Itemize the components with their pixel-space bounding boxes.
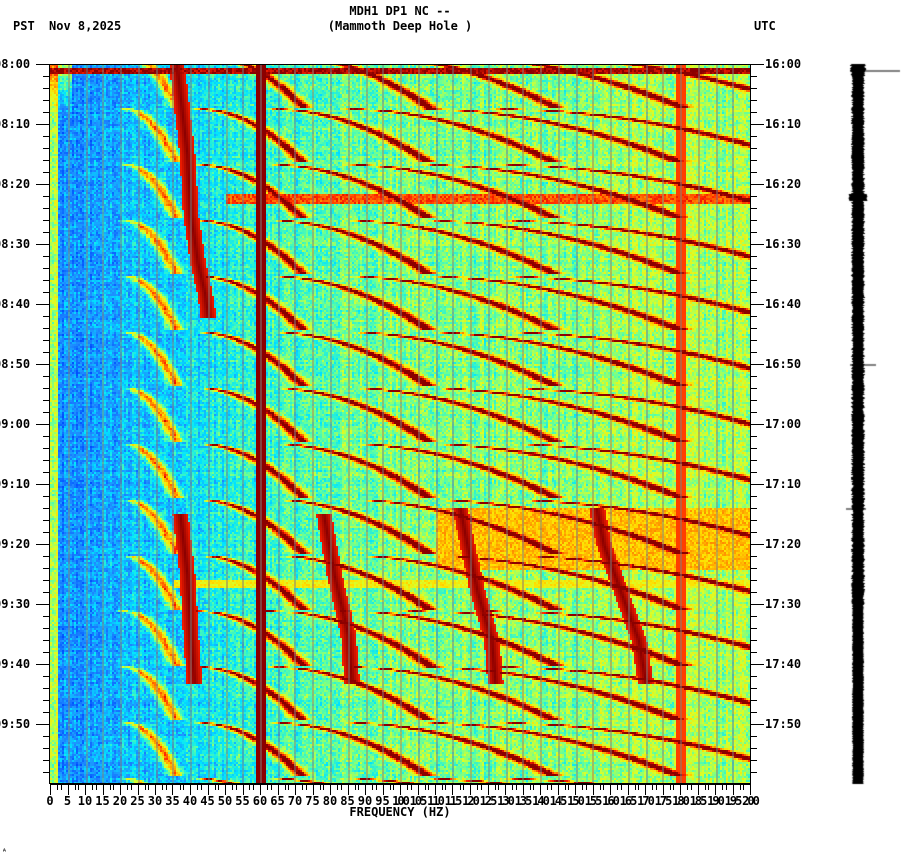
x-tick-label: 130 [497, 794, 515, 808]
y-tick-label-right: 16:10 [765, 117, 802, 131]
x-tick-label: 170 [637, 794, 655, 808]
x-tick-label: 150 [567, 794, 585, 808]
x-tick-label: 10 [77, 794, 93, 808]
y-tick-label-left: 09:40 [0, 657, 31, 671]
left-timezone-label: PST [13, 19, 35, 33]
x-tick-label: 135 [514, 794, 533, 808]
y-tick-label-right: 17:50 [765, 717, 802, 731]
x-tick-label: 0 [46, 794, 54, 808]
station-name: (Mammoth Deep Hole ) [327, 19, 473, 33]
right-timezone-label: UTC [754, 19, 776, 33]
y-tick-label-right: 17:10 [765, 477, 802, 491]
y-tick-label-right: 17:40 [765, 657, 802, 671]
y-tick-label-left: 09:00 [0, 417, 31, 431]
y-tick-label-right: 17:30 [765, 597, 802, 611]
y-tick-label-left: 08:30 [0, 237, 31, 251]
y-tick-label-left: 08:10 [0, 117, 31, 131]
y-tick-label-left: 09:30 [0, 597, 31, 611]
y-tick-label-left: 08:00 [0, 57, 31, 71]
y-tick-label-left: 09:20 [0, 537, 31, 551]
x-tick-label: 5 [63, 794, 72, 808]
x-tick-label: 180 [672, 794, 690, 808]
date-label: Nov 8,2025 [49, 19, 122, 33]
x-tick-label: 45 [200, 794, 215, 808]
y-tick-label-left: 08:20 [0, 177, 31, 191]
x-tick-label: 120 [462, 794, 480, 808]
x-tick-label: 200 [742, 794, 760, 808]
x-tick-label: 75 [305, 794, 320, 808]
x-tick-label: 40 [182, 794, 198, 808]
y-tick-label-left: 09:10 [0, 477, 31, 491]
x-tick-label: 90 [357, 794, 373, 808]
x-tick-label: 70 [287, 794, 303, 808]
x-tick-label: 50 [217, 794, 233, 808]
y-tick-label-left: 08:40 [0, 297, 31, 311]
station-line: MDH1 DP1 NC -- [349, 4, 451, 18]
x-tick-label: 195 [724, 794, 743, 808]
x-tick-label: 160 [602, 794, 620, 808]
y-tick-label-right: 16:20 [765, 177, 802, 191]
y-tick-label-right: 16:00 [765, 57, 802, 71]
x-tick-label: 55 [235, 794, 250, 808]
y-tick-label-left: 09:50 [0, 717, 31, 731]
y-tick-label-right: 16:50 [765, 357, 802, 371]
x-tick-label: 185 [689, 794, 708, 808]
x-tick-label: 100 [392, 794, 410, 808]
x-tick-label: 20 [112, 794, 128, 808]
x-tick-label: 140 [532, 794, 550, 808]
y-tick-label-right: 16:30 [765, 237, 802, 251]
x-tick-label: 110 [427, 794, 445, 808]
x-tick-label: 35 [165, 794, 180, 808]
x-tick-label: 60 [252, 794, 268, 808]
x-tick-label: 125 [479, 794, 498, 808]
x-axis-title: FREQUENCY (HZ) [349, 805, 451, 819]
x-tick-label: 95 [375, 794, 390, 808]
x-tick-label: 155 [584, 794, 603, 808]
x-tick-label: 190 [707, 794, 725, 808]
x-tick-label: 30 [147, 794, 163, 808]
x-tick-label: 65 [270, 794, 285, 808]
x-tick-label: 175 [654, 794, 673, 808]
x-tick-label: 165 [619, 794, 638, 808]
y-tick-label-right: 16:40 [765, 297, 802, 311]
spectrogram-heatmap [50, 64, 750, 784]
seismogram-trace [840, 60, 902, 790]
x-tick-label: 115 [444, 794, 463, 808]
x-tick-label: 145 [549, 794, 568, 808]
x-tick-label: 25 [130, 794, 145, 808]
y-tick-label-right: 17:20 [765, 537, 802, 551]
x-tick-label: 105 [409, 794, 428, 808]
y-tick-label-right: 17:00 [765, 417, 802, 431]
x-tick-label: 15 [95, 794, 110, 808]
corner-mark: ᴬ [2, 847, 7, 856]
x-tick-label: 85 [340, 794, 355, 808]
y-tick-label-left: 08:50 [0, 357, 31, 371]
x-tick-label: 80 [322, 794, 338, 808]
